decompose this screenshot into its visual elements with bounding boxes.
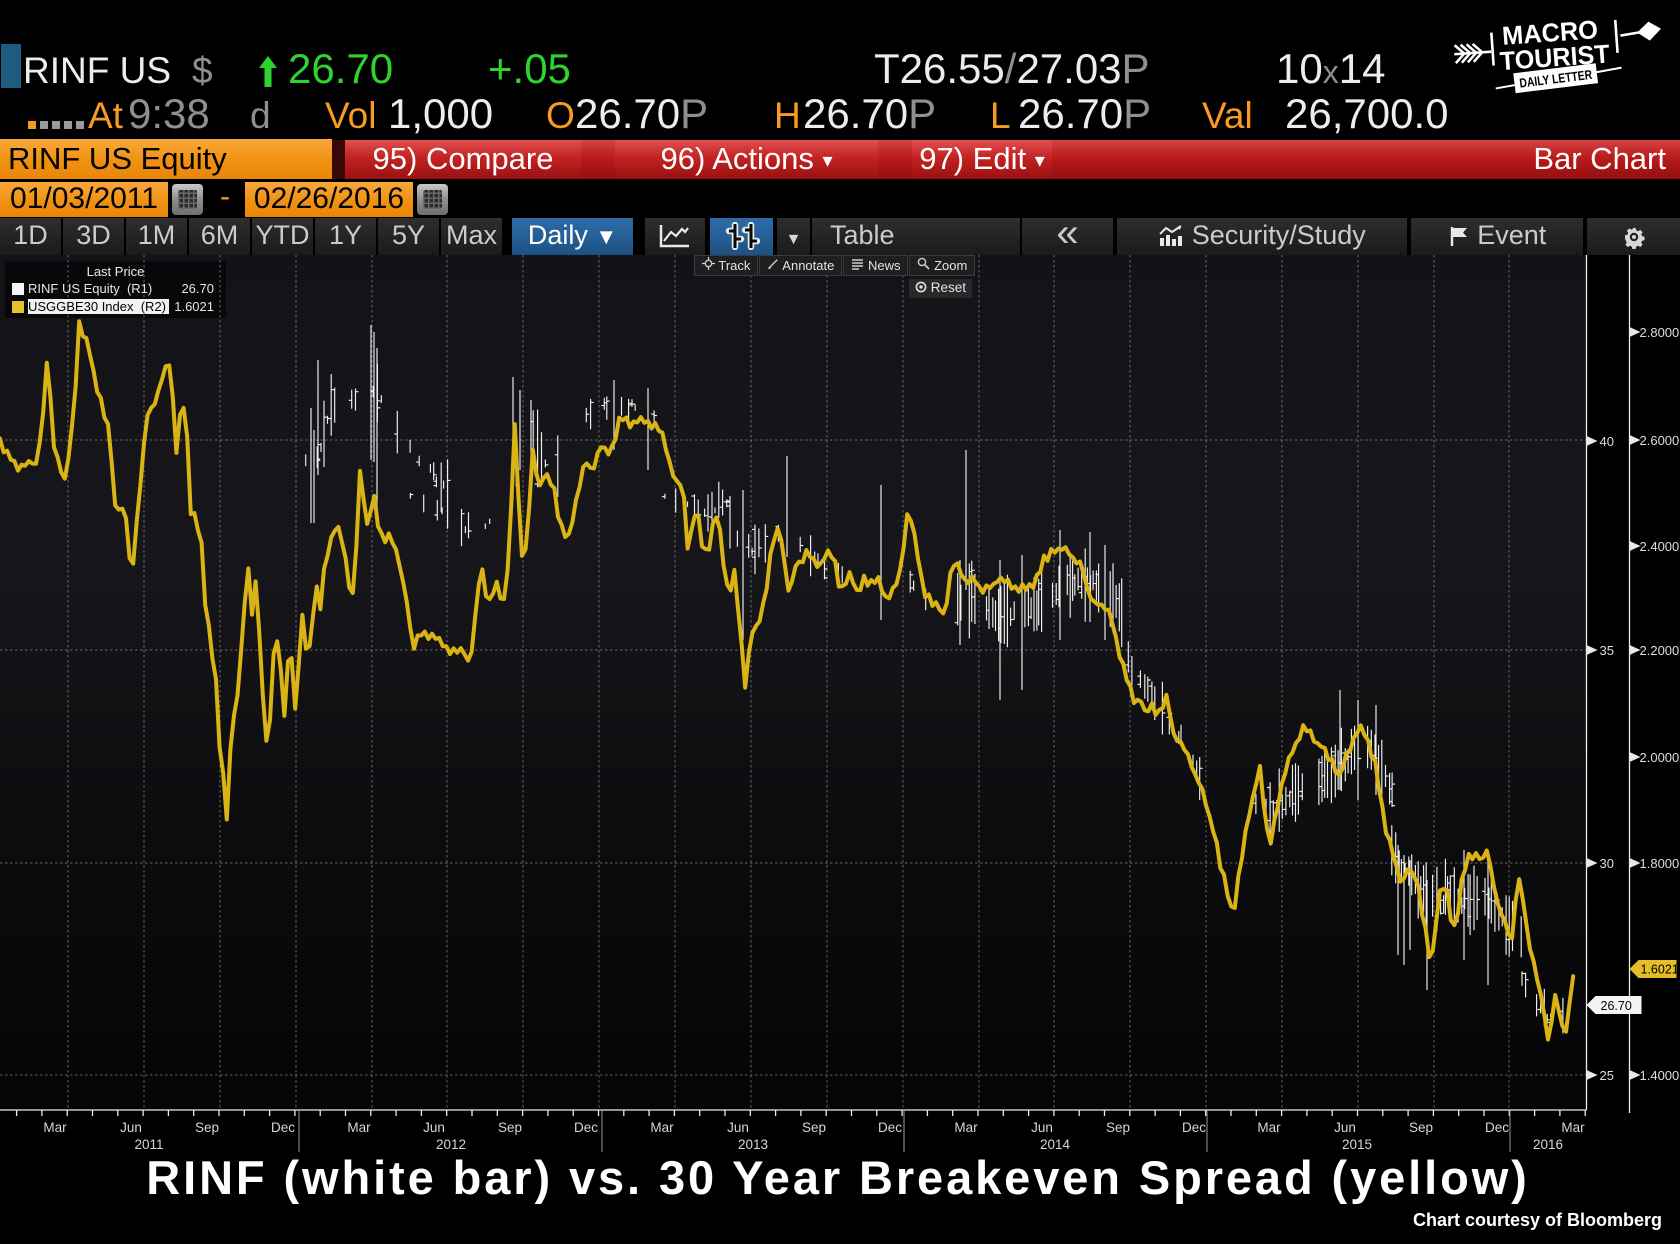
svg-text:26.70: 26.70 [1601,999,1632,1013]
svg-text:Mar: Mar [954,1120,978,1135]
svg-text:Dec: Dec [271,1120,295,1135]
svg-text:Sep: Sep [498,1120,522,1135]
svg-text:Sep: Sep [1106,1120,1130,1135]
svg-text:Sep: Sep [802,1120,826,1135]
svg-text:1.4000: 1.4000 [1640,1068,1680,1083]
svg-text:1.6021: 1.6021 [1641,963,1679,977]
svg-text:Dec: Dec [1182,1120,1206,1135]
svg-text:2.4000: 2.4000 [1640,539,1680,554]
svg-text:Mar: Mar [650,1120,674,1135]
svg-text:Mar: Mar [1257,1120,1281,1135]
svg-text:MACRO: MACRO [1501,14,1599,51]
svg-text:2011: 2011 [134,1137,163,1152]
svg-text:2014: 2014 [1040,1137,1071,1152]
svg-text:Mar: Mar [43,1120,67,1135]
svg-text:35: 35 [1600,643,1614,658]
svg-text:2012: 2012 [436,1137,466,1152]
svg-text:Dec: Dec [878,1120,902,1135]
svg-text:2013: 2013 [738,1137,768,1152]
svg-text:2.6000: 2.6000 [1640,433,1680,448]
svg-text:Sep: Sep [1409,1120,1433,1135]
svg-text:30: 30 [1600,856,1614,871]
svg-text:Jun: Jun [423,1120,445,1135]
svg-text:2.0000: 2.0000 [1640,750,1680,765]
svg-text:Jun: Jun [1031,1120,1053,1135]
svg-text:Jun: Jun [1334,1120,1356,1135]
svg-text:Dec: Dec [1485,1120,1509,1135]
svg-text:Jun: Jun [120,1120,142,1135]
svg-text:2.2000: 2.2000 [1640,643,1680,658]
svg-text:1.8000: 1.8000 [1640,856,1680,871]
svg-text:2016: 2016 [1533,1137,1563,1152]
svg-text:2015: 2015 [1342,1137,1372,1152]
svg-text:Jun: Jun [727,1120,749,1135]
svg-text:Mar: Mar [1561,1120,1585,1135]
svg-text:2.8000: 2.8000 [1640,325,1680,340]
svg-text:Mar: Mar [347,1120,371,1135]
svg-text:25: 25 [1600,1068,1614,1083]
svg-text:40: 40 [1600,434,1614,449]
svg-text:Sep: Sep [195,1120,219,1135]
svg-text:Dec: Dec [574,1120,598,1135]
